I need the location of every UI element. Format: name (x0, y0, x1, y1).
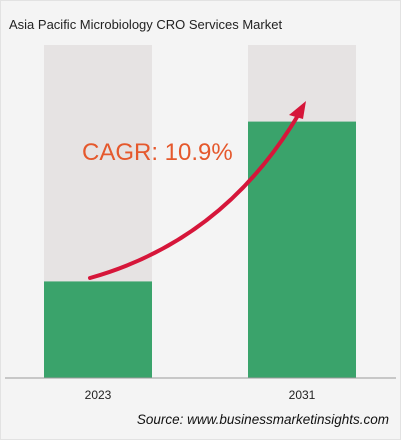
bar-2023 (44, 281, 152, 378)
x-tick-label-2023: 2023 (85, 388, 112, 402)
chart-title: Asia Pacific Microbiology CRO Services M… (9, 17, 283, 32)
cagr-arrow (88, 110, 302, 280)
cagr-arrowhead (289, 101, 306, 119)
source-note: Source: www.businessmarketinsights.com (136, 412, 389, 427)
x-tick-label-2031: 2031 (289, 388, 316, 402)
bar-2031 (248, 121, 356, 378)
cagr-annotation: CAGR: 10.9% (82, 139, 233, 166)
